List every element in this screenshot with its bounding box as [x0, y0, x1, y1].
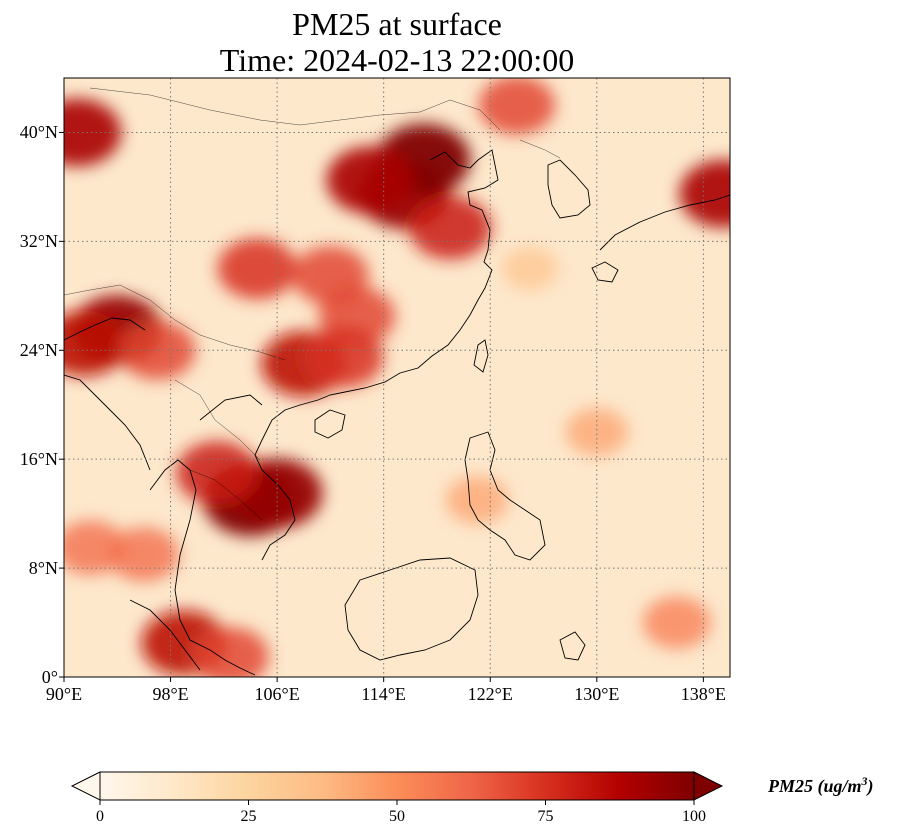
lon-label: 106°E — [254, 684, 300, 704]
hotspot-14 — [119, 320, 196, 380]
axis-ticks — [59, 131, 704, 682]
lon-label: 90°E — [45, 684, 83, 704]
map-subtitle: Time: 2024-02-13 22:00:00 — [219, 42, 575, 78]
gridlines — [64, 78, 730, 677]
colorbar-tick-label: 75 — [537, 808, 554, 825]
lon-label: 122°E — [467, 684, 513, 704]
map-title: PM25 at surface — [292, 6, 502, 42]
lat-label: 0° — [41, 667, 58, 687]
hotspot-17 — [64, 98, 122, 167]
lon-label: 114°E — [361, 684, 406, 704]
lon-label: 138°E — [680, 684, 726, 704]
lat-label: 24°N — [19, 340, 58, 361]
lat-label: 16°N — [19, 449, 58, 470]
map-frame — [63, 77, 731, 678]
hotspot-25 — [445, 476, 508, 524]
heatmap-layer — [64, 78, 730, 677]
hotspot-13 — [64, 310, 127, 377]
hotspot-18 — [679, 159, 730, 228]
colorbar-tick-label: 0 — [96, 808, 104, 825]
hotspot-8 — [304, 326, 384, 388]
colorbar — [70, 771, 724, 805]
lat-label: 32°N — [19, 231, 58, 252]
hotspot-3 — [409, 196, 492, 260]
lat-label: 8°N — [28, 558, 58, 579]
colorbar-tick-label: 50 — [389, 808, 405, 825]
colorbar-label: PM25 (ug/m3) — [768, 774, 874, 796]
lon-label: 130°E — [574, 684, 620, 704]
colorbar-tick-label: 100 — [682, 808, 706, 825]
hotspot-19 — [478, 78, 556, 135]
colorbar-extend-max — [693, 771, 724, 801]
hotspot-23 — [565, 408, 628, 456]
hotspot-2 — [326, 146, 415, 214]
hotspot-21 — [192, 627, 269, 677]
hotspot-5 — [217, 238, 297, 300]
hotspot-16 — [108, 527, 180, 582]
colorbar-tick-label: 25 — [240, 808, 257, 825]
lat-label: 40°N — [19, 122, 58, 143]
hotspot-22 — [642, 596, 711, 649]
country-borders — [64, 87, 561, 521]
colorbar-gradient — [100, 772, 694, 800]
hotspot-11 — [176, 441, 259, 505]
colorbar-extend-min — [70, 771, 101, 801]
lon-label: 98°E — [152, 684, 189, 704]
coastlines — [64, 149, 730, 676]
hotspot-24 — [501, 246, 559, 291]
